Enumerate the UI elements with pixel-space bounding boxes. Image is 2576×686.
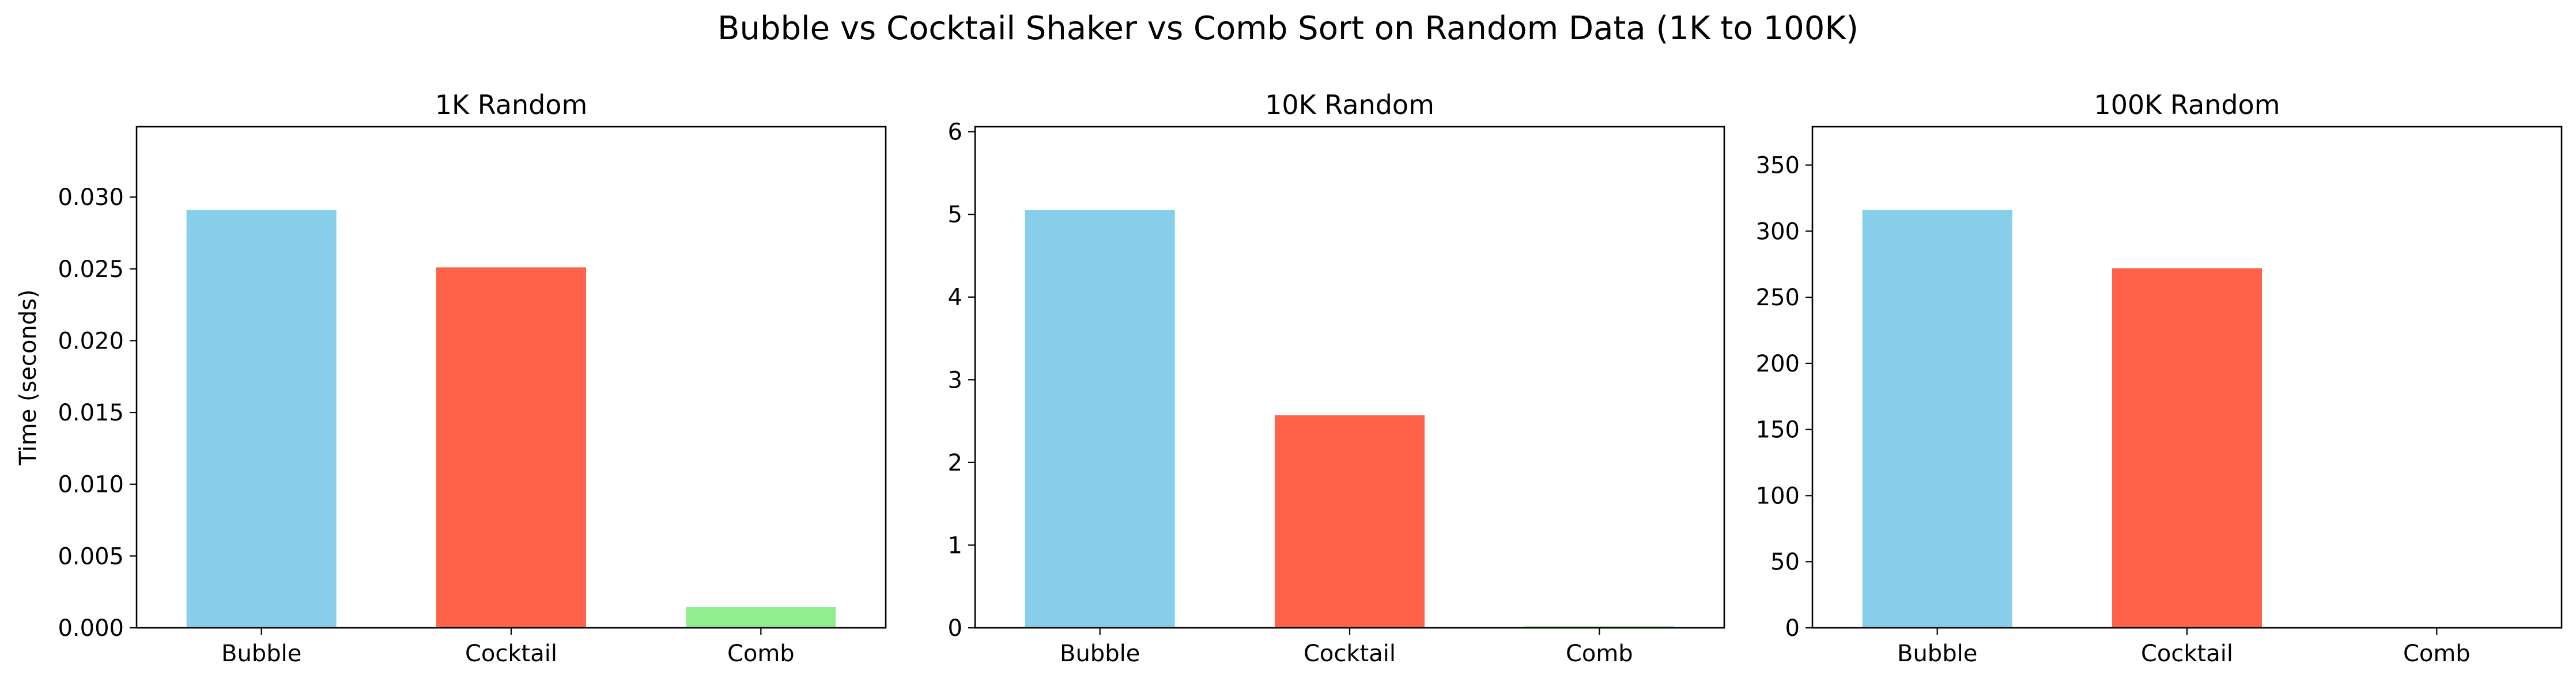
- x-tick-label: Comb: [727, 640, 795, 667]
- y-tick-label: 0.000: [58, 615, 124, 642]
- y-tick-label: 50: [1770, 549, 1800, 575]
- y-tick-label: 350: [1756, 153, 1800, 179]
- y-tick-label: 0: [948, 615, 962, 642]
- y-tick-label: 0.025: [58, 256, 124, 283]
- y-tick-label: 1: [948, 532, 962, 559]
- y-tick-label: 6: [948, 119, 962, 146]
- bar-cocktail: [2112, 268, 2262, 628]
- y-tick-label: 300: [1756, 218, 1800, 245]
- y-tick-label: 0.030: [58, 184, 124, 211]
- x-tick-label: Cocktail: [2141, 640, 2233, 667]
- y-tick-label: 0.015: [58, 400, 124, 426]
- bar-comb: [686, 607, 836, 628]
- panels: 0.000 0.005 0.010 0.015 0.020 0.025 0.030 Bubbl…: [15, 89, 2563, 667]
- x-tick-label: Cocktail: [465, 640, 557, 667]
- bar-bubble: [1025, 210, 1175, 628]
- bar-cocktail: [1275, 415, 1425, 628]
- subplot-3: 0 50 100 150 200 250 300 350 Bubble Cocktail Comb 1…: [1756, 89, 2563, 667]
- y-tick-label: 4: [948, 285, 962, 311]
- bar-bubble: [186, 210, 337, 628]
- subplot-title: 10K Random: [1265, 89, 1434, 120]
- y-tick-label: 0.010: [58, 472, 124, 498]
- y-tick-label: 2: [948, 450, 962, 476]
- bar-bubble: [1862, 210, 2012, 628]
- x-tick-label: Cocktail: [1304, 640, 1396, 667]
- y-axis-label: Time (seconds): [15, 289, 41, 465]
- x-tick-label: Bubble: [1060, 640, 1140, 667]
- y-tick-label: 0.020: [58, 328, 124, 354]
- subplot-title: 1K Random: [435, 89, 588, 120]
- figure-suptitle: Bubble vs Cocktail Shaker vs Comb Sort o…: [717, 10, 1859, 47]
- subplot-1: 0.000 0.005 0.010 0.015 0.020 0.025 0.030 Bubbl…: [15, 89, 887, 667]
- x-tick-label: Comb: [1566, 640, 1633, 667]
- bar-cocktail: [436, 267, 586, 628]
- y-tick-label: 250: [1756, 285, 1800, 311]
- subplot-2: 0 1 2 3 4 5 6 Bubble Cocktail Comb 10K Random: [948, 89, 1725, 667]
- x-tick-label: Bubble: [221, 640, 301, 667]
- x-tick-label: Comb: [2403, 640, 2471, 667]
- x-tick-label: Bubble: [1897, 640, 1977, 667]
- y-tick-label: 3: [948, 367, 962, 393]
- y-tick-label: 5: [948, 202, 962, 228]
- y-tick-label: 100: [1756, 483, 1800, 509]
- y-tick-label: 150: [1756, 417, 1800, 444]
- subplot-title: 100K Random: [2094, 89, 2280, 120]
- y-tick-label: 0.005: [58, 543, 124, 570]
- y-tick-label: 200: [1756, 351, 1800, 377]
- y-tick-label: 0: [1785, 615, 1800, 642]
